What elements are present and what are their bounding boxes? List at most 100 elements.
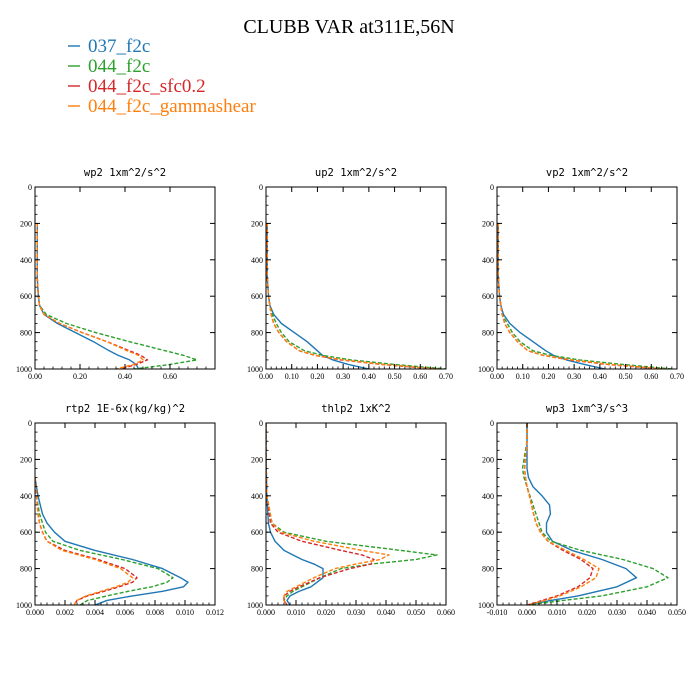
series-line [35,477,174,605]
x-tick-label: 0.70 [670,372,684,381]
y-tick-label: 600 [20,292,32,301]
plot-frame [496,186,678,370]
x-tick-label: 0.30 [567,372,581,381]
x-tick-label: 0.50 [619,372,633,381]
legend-label: 044_f2c_gammashear [88,96,256,117]
x-tick-label: 0.040 [377,608,395,617]
panel-title: vp2 1xm^2/s^2 [546,167,628,179]
y-tick-label: 400 [251,256,263,265]
x-tick-label: 0.010 [176,608,194,617]
plot-frame [34,186,216,370]
x-tick-label: 0.000 [518,608,536,617]
y-tick-label: 600 [251,528,263,537]
x-tick-label: 0.70 [439,372,453,381]
y-tick-label: 200 [482,219,494,228]
y-tick-label: 0 [28,183,32,192]
series-line [497,223,662,369]
y-tick-label: 1000 [478,365,494,374]
y-tick-label: 600 [482,292,494,301]
y-tick-label: 800 [251,565,263,574]
legend: 037_f2c044_f2c044_f2c_sfc0.2044_f2c_gamm… [68,36,256,117]
y-tick-label: 0 [490,419,494,428]
series-line [523,423,600,605]
y-tick-label: 400 [20,492,32,501]
legend-label: 037_f2c [88,36,150,57]
y-tick-label: 0 [490,183,494,192]
y-tick-label: 200 [20,219,32,228]
panel-title: wp3 1xm^3/s^3 [546,403,628,415]
series-line [266,223,436,369]
y-tick-label: 800 [482,565,494,574]
x-tick-label: 0.40 [593,372,607,381]
series-line [266,423,390,605]
y-tick-label: 800 [20,329,32,338]
panels-grid: wp2 1xm^2/s^2 0.00 0.20 0.40 0.60 0 200 400 600 8… [16,167,686,617]
series-group [521,423,669,605]
x-tick-label: 0.020 [317,608,335,617]
x-tick-label: 0.00 [490,372,504,381]
y-tick-label: 1000 [16,365,32,374]
y-tick-label: 600 [482,528,494,537]
series-line [497,223,606,369]
legend-item: 044_f2c_sfc0.2 [68,76,206,97]
y-tick-label: 200 [482,455,494,464]
x-tick-label: 0.006 [116,608,134,617]
y-tick-label: 400 [251,492,263,501]
series-line [35,477,189,605]
x-tick-label: 0.060 [437,608,455,617]
x-tick-label: 0.10 [516,372,530,381]
x-tick-label: 0.020 [578,608,596,617]
y-tick-label: 600 [251,292,263,301]
series-line [36,223,149,369]
x-tick-label: 0.20 [310,372,324,381]
plot-frame [34,422,216,606]
series-line [266,423,375,605]
x-tick-label: 0.010 [548,608,566,617]
y-tick-label: 1000 [16,601,32,610]
x-tick-label: 0.40 [118,372,132,381]
x-tick-label: 0.000 [26,608,44,617]
series-line [266,423,438,605]
series-group [497,223,672,369]
plot-frame [265,422,447,606]
x-tick-label: 0.60 [644,372,658,381]
panel-4: rtp2 1E-6x(kg/kg)^2 0.000 0.002 0.004 0.006 0… [16,403,224,617]
x-tick-label: 0.60 [163,372,177,381]
series-line [526,423,638,605]
x-tick-label: 0.050 [668,608,686,617]
y-tick-label: 1000 [247,601,263,610]
x-tick-label: 0.002 [56,608,74,617]
x-tick-label: 0.00 [259,372,273,381]
x-tick-label: 0.010 [287,608,305,617]
y-tick-label: 600 [20,528,32,537]
y-tick-label: 800 [251,329,263,338]
series-line [497,223,672,369]
series-line [36,223,140,369]
series-group [266,223,446,369]
y-tick-label: 1000 [247,365,263,374]
x-tick-label: 0.012 [206,608,224,617]
x-tick-label: 0.030 [347,608,365,617]
plot-frame [496,422,678,606]
x-tick-label: 0.040 [638,608,656,617]
series-line [36,223,198,369]
x-tick-label: 0.000 [257,608,275,617]
x-tick-label: 0.40 [362,372,376,381]
y-tick-label: 800 [20,565,32,574]
x-tick-label: 0.008 [146,608,164,617]
legend-item: 037_f2c [68,36,150,57]
x-tick-label: 0.30 [336,372,350,381]
legend-label: 044_f2c [88,56,150,77]
y-tick-label: 0 [259,183,263,192]
x-tick-label: 0.004 [86,608,104,617]
panel-3: vp2 1xm^2/s^2 0.00 0.10 0.20 0.30 0.40 0.50 0.6… [478,167,684,381]
x-tick-label: -0.010 [487,608,508,617]
panel-1: wp2 1xm^2/s^2 0.00 0.20 0.40 0.60 0 200 400 600 8… [16,167,216,381]
panel-2: up2 1xm^2/s^2 0.00 0.10 0.20 0.30 0.40 0.50 0.6… [247,167,453,381]
panel-5: thlp2 1xK^2 0.000 0.010 0.020 0.030 0.040 0.05… [247,403,455,617]
y-tick-label: 1000 [478,601,494,610]
y-tick-label: 200 [251,455,263,464]
x-tick-label: 0.20 [73,372,87,381]
y-tick-label: 200 [20,455,32,464]
